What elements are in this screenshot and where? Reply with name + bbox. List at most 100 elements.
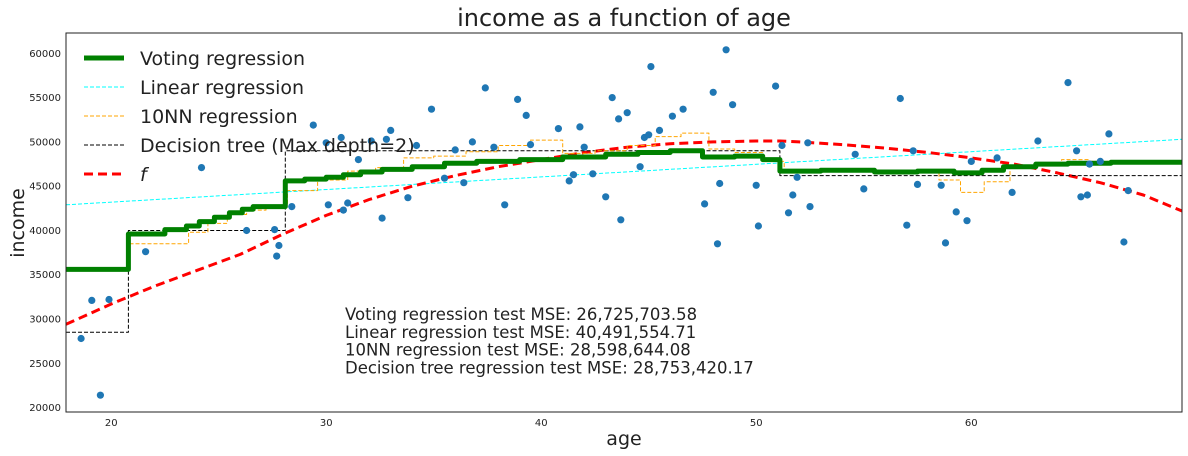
scatter-point [602,193,610,201]
scatter-point [806,203,814,211]
plot-background [66,33,1182,412]
scatter-point [514,95,522,103]
scatter-point [481,84,489,92]
x-tick-label: 20 [105,418,118,429]
mse-annotation: Decision tree regression test MSE: 28,75… [345,358,754,377]
y-tick-label: 25000 [29,359,61,370]
mse-annotation: Linear regression test MSE: 40,491,554.7… [345,323,696,342]
scatter-point [378,214,386,222]
scatter-point [275,241,283,250]
scatter-point [636,163,644,171]
scatter-point [273,252,281,260]
y-tick-label: 55000 [29,93,61,104]
scatter-point [451,146,459,154]
scatter-point [142,248,150,256]
scatter-point [324,201,332,209]
y-tick-label: 30000 [29,315,61,326]
scatter-layer [77,46,1132,399]
scatter-point [468,138,476,146]
scatter-point [309,121,317,129]
legend-label-decision-tree-max-depth-2: Decision tree (Max depth=2) [140,135,415,157]
mse-annotations: Voting regression test MSE: 26,725,703.5… [345,305,754,377]
voting-regression-line [66,148,1182,272]
scatter-point [778,141,786,150]
x-axis-ticks: 20 30 40 50 60 [105,418,978,429]
scatter-point [243,226,251,235]
y-tick-label: 50000 [29,137,61,148]
scatter-point [608,94,616,102]
y-tick-label: 45000 [29,182,61,193]
scatter-point [623,109,631,117]
legend-label-f: f [140,164,150,186]
scatter-point [963,217,971,225]
scatter-point [440,174,449,182]
scatter-point [701,200,709,208]
scatter-point [1073,147,1081,155]
scatter-point [1083,191,1091,199]
scatter-point [713,240,722,248]
scatter-point [565,177,573,185]
scatter-point [344,199,352,207]
scatter-point [952,208,960,216]
scatter-point [903,221,911,229]
scatter-point [1077,193,1085,201]
scatter-point [860,185,868,193]
scatter-point [367,137,375,145]
scatter-point [937,181,945,189]
scatter-point [322,139,330,147]
scatter-point [339,206,347,214]
scatter-point [679,105,687,113]
scatter-point [96,391,104,399]
legend: Voting regression Linear regression 10NN r… [84,48,415,186]
scatter-point [501,201,509,209]
scatter-point [784,209,793,217]
chart-title: income as a function of age [457,4,791,32]
scatter-point [569,171,578,179]
scatter-point [941,239,950,247]
y-tick-label: 60000 [29,49,61,60]
y-tick-label: 40000 [29,226,61,237]
y-tick-label: 20000 [29,403,61,414]
scatter-point [1008,188,1016,196]
scatter-point [460,179,468,187]
scatter-point [913,180,922,188]
mse-annotation: Voting regression test MSE: 26,725,703.5… [345,305,697,324]
scatter-point [993,154,1001,162]
scatter-point [896,94,904,103]
scatter-point [1124,187,1132,195]
scatter-point [412,141,421,150]
scatter-point [77,334,85,343]
scatter-point [88,296,96,304]
scatter-point [288,203,296,211]
scatter-point [554,125,563,133]
scatter-point [576,123,584,131]
y-axis-ticks: 20000 25000 30000 35000 40000 45000 50000 55000… [29,49,61,414]
scatter-point [722,46,730,54]
scatter-point [1034,137,1042,145]
legend-label-voting-regression: Voting regression [140,48,305,70]
scatter-point [490,143,498,151]
x-tick-label: 50 [750,418,763,429]
scatter-point [645,131,653,139]
scatter-point [655,126,664,134]
scatter-point [793,173,801,181]
scatter-point [197,164,206,172]
f-line [66,139,1182,326]
series-layer [66,132,1182,333]
x-tick-label: 40 [535,418,548,429]
scatter-point [1085,160,1094,168]
scatter-point [851,150,859,158]
scatter-point [789,191,797,199]
scatter-point [772,82,780,90]
scatter-point [1120,238,1128,246]
legend-label-linear-regression: Linear regression [140,77,304,99]
y-tick-label: 35000 [29,270,61,281]
scatter-point [522,111,530,119]
scatter-point [754,222,763,230]
scatter-point [354,156,362,164]
mse-annotation: 10NN regression test MSE: 28,598,644.08 [345,341,691,360]
scatter-point [271,226,279,234]
scatter-point [589,170,597,178]
scatter-point [647,63,655,71]
